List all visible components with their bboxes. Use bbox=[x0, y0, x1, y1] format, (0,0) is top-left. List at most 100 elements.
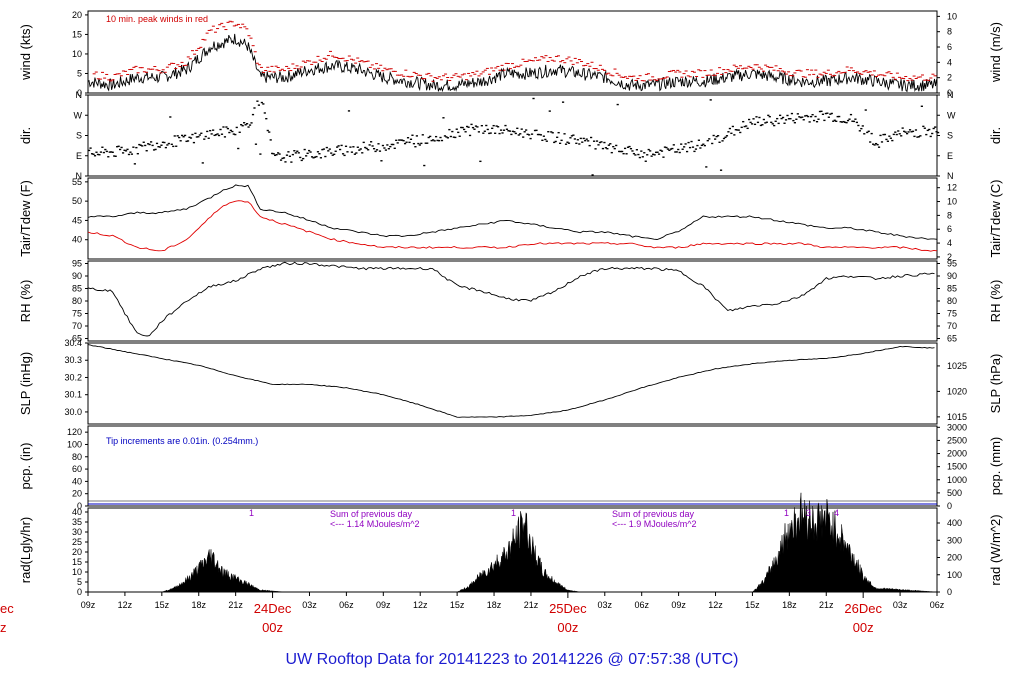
dir-point bbox=[684, 143, 687, 145]
rh-right-tick-label: 75 bbox=[947, 309, 957, 319]
dir-point bbox=[743, 125, 746, 128]
dir-point bbox=[313, 156, 317, 158]
dir-point bbox=[814, 115, 817, 118]
dir-point bbox=[415, 135, 418, 137]
dir-point bbox=[191, 133, 194, 136]
dir-point bbox=[532, 97, 535, 100]
dir-point bbox=[790, 112, 794, 115]
dir-point bbox=[818, 110, 822, 113]
dir-point bbox=[364, 146, 367, 149]
dir-point bbox=[523, 131, 526, 133]
dir-point bbox=[722, 137, 726, 140]
dir-point bbox=[219, 128, 222, 131]
dir-point bbox=[454, 136, 457, 139]
dir-point bbox=[349, 146, 352, 148]
dir-point bbox=[296, 150, 299, 152]
dir-ylabel-left: dir. bbox=[18, 127, 33, 144]
rh-right-tick-label: 90 bbox=[947, 271, 957, 281]
dir-point bbox=[876, 143, 879, 146]
rad-left-tick-label: 25 bbox=[72, 537, 82, 547]
dir-point bbox=[98, 154, 101, 156]
x-tick-label: 15z bbox=[450, 600, 465, 610]
rad-ylabel-right: rad (W/m^2) bbox=[988, 514, 1003, 585]
rad-left-tick-label: 10 bbox=[72, 567, 82, 577]
wind-ylabel-left: wind (kts) bbox=[18, 24, 33, 81]
dir-point bbox=[911, 130, 915, 133]
dir-point bbox=[603, 141, 606, 144]
dir-point bbox=[310, 156, 314, 158]
dir-point bbox=[731, 125, 734, 128]
dir-point bbox=[173, 135, 176, 137]
temp-ylabel-right: Tair/Tdew (C) bbox=[988, 179, 1003, 257]
dir-point bbox=[618, 150, 621, 153]
dir-point bbox=[548, 110, 551, 112]
dir-point bbox=[315, 155, 318, 158]
dir-point bbox=[533, 129, 537, 132]
dir-point bbox=[705, 166, 708, 168]
dir-point bbox=[545, 140, 548, 142]
dir-point bbox=[897, 130, 900, 132]
dir-point bbox=[309, 151, 312, 153]
dir-point bbox=[300, 159, 303, 162]
dir-point bbox=[520, 128, 523, 130]
dir-point bbox=[777, 122, 780, 125]
dir-point bbox=[99, 151, 103, 153]
dir-point bbox=[535, 129, 538, 132]
dir-point bbox=[576, 139, 579, 141]
dir-point bbox=[529, 137, 532, 140]
rh-left-tick-label: 70 bbox=[72, 321, 82, 331]
dir-point bbox=[92, 153, 95, 155]
temp-left-tick-label: 50 bbox=[72, 196, 82, 206]
dir-point bbox=[663, 146, 667, 148]
rh-left-tick-label: 85 bbox=[72, 284, 82, 294]
dir-point bbox=[857, 124, 860, 127]
wind-left-tick-label: 5 bbox=[77, 68, 82, 78]
dir-point bbox=[430, 139, 433, 142]
dir-point bbox=[209, 129, 212, 132]
dir-point bbox=[905, 132, 909, 135]
dir-point bbox=[587, 140, 590, 142]
dir-point bbox=[88, 149, 91, 152]
dir-point bbox=[89, 147, 92, 149]
x-edge-date: ec bbox=[0, 601, 14, 616]
dir-point bbox=[674, 151, 677, 153]
dir-point bbox=[262, 103, 265, 105]
dir-point bbox=[274, 154, 277, 157]
dir-point bbox=[126, 148, 129, 151]
dir-point bbox=[517, 134, 520, 136]
x-tick-label: 06z bbox=[339, 600, 354, 610]
dir-point bbox=[653, 154, 656, 156]
dir-point bbox=[522, 136, 525, 138]
dir-point bbox=[665, 146, 668, 149]
dir-point bbox=[163, 141, 166, 144]
rad-annotation: <--- 1.9 MJoules/m^2 bbox=[612, 519, 697, 529]
dir-point bbox=[712, 134, 715, 137]
dir-point bbox=[442, 117, 445, 119]
rad-panel: rad(Lgly/hr) rad (W/m^2)05101520253035400… bbox=[18, 492, 1003, 597]
dir-point bbox=[570, 135, 574, 137]
dir-point bbox=[510, 133, 513, 136]
rh-ylabel-left: RH (%) bbox=[18, 280, 33, 323]
dir-point bbox=[501, 132, 504, 134]
dir-point bbox=[480, 124, 483, 127]
dir-point bbox=[411, 134, 414, 136]
dir-point bbox=[815, 121, 819, 123]
dir-point bbox=[198, 134, 201, 136]
dir-point bbox=[572, 134, 575, 136]
dir-point bbox=[730, 132, 733, 135]
dir-point bbox=[396, 142, 399, 144]
dir-point bbox=[802, 119, 805, 121]
pcp-ylabel-right: pcp. (mm) bbox=[988, 437, 1003, 496]
dir-point bbox=[567, 142, 571, 144]
dir-point bbox=[666, 148, 669, 150]
dir-point bbox=[870, 132, 873, 135]
dir-point bbox=[569, 137, 572, 139]
dir-point bbox=[494, 132, 497, 134]
dir-point bbox=[432, 139, 435, 141]
x-tick-label: 09z bbox=[81, 600, 96, 610]
dir-point bbox=[657, 153, 661, 155]
x-tick-label: 12z bbox=[708, 600, 723, 610]
dir-point bbox=[437, 139, 441, 142]
dir-point bbox=[225, 126, 228, 128]
dir-point bbox=[584, 139, 587, 142]
